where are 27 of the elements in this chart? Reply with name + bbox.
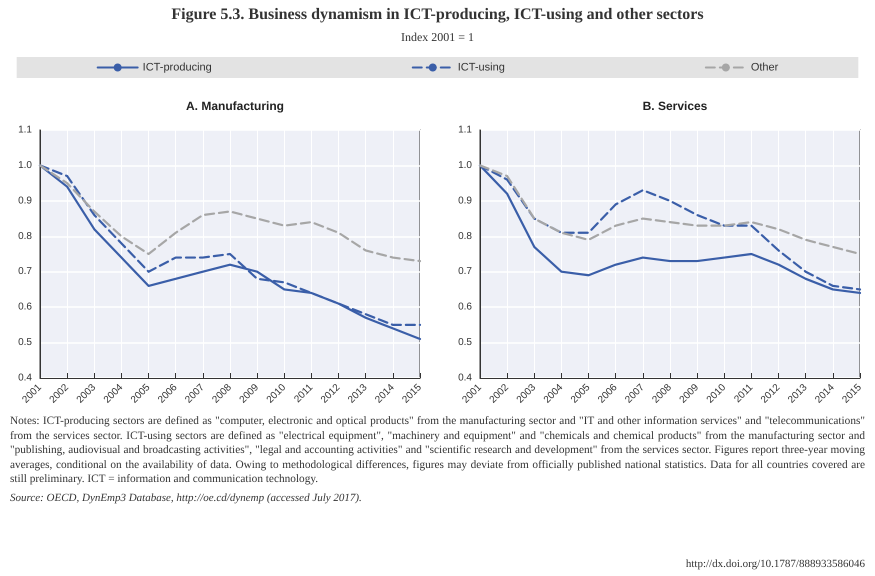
y-tick-label: 0.8 <box>18 230 32 242</box>
y-tick-label: 0.4 <box>18 372 32 384</box>
y-tick-label: 0.9 <box>18 195 32 206</box>
y-tick-label: 1.1 <box>18 124 32 136</box>
source-note: Source: OECD, DynEmp3 Database, http://oe.cd/dynemp (accessed July 2017). <box>10 492 362 504</box>
chart-title: B. Services <box>642 99 708 113</box>
chart-title: A. Manufacturing <box>186 99 284 113</box>
legend-label: ICT-producing <box>142 62 212 74</box>
text: Notes: ICT-producing sectors are defined as "computer, electronic and optical products" from the manufacturing sector and "IT and other information services" and "telecommunications" from the services sector. ICT-using sectors are defined as "electrical equipment", "machinery and equipment" and "chemicals and chemical products" from the manufacturing sector and "publishing, audiovisual and broadcasting activities", "legal and accounting activities" and "scientific research and development" from the services sector. Figures report three-year moving averages, conditional on the availability of data. Owing to methodological differences, figures may deviate from officially published national statistics. Data for all countries covered are still preliminary. ICT = information and communication technology. <box>10 414 865 487</box>
y-tick-label: 0.9 <box>458 195 472 206</box>
y-tick-label: 0.4 <box>458 372 472 384</box>
y-tick-label: 0.5 <box>18 337 32 348</box>
y-tick-label: 0.7 <box>18 266 32 278</box>
text: Index 2001 = 1 <box>400 30 476 45</box>
y-tick-label: 1.0 <box>458 160 472 171</box>
line-series <box>38 164 422 262</box>
y-tick-label: 1.1 <box>458 124 472 136</box>
y-tick-label: 0.5 <box>458 337 472 348</box>
y-tick-label: 0.7 <box>458 266 472 278</box>
y-tick-label: 0.6 <box>458 302 472 313</box>
y-tick-label: 1.0 <box>18 160 32 171</box>
caption: Figure 5.3. Business dynamism in ICT-producing, ICT-using and other sectors <box>170 6 705 24</box>
y-tick-label: 0.6 <box>18 302 32 313</box>
text: http://dx.doi.org/10.1787/888933586046 <box>686 558 865 570</box>
y-tick-label: 0.8 <box>458 230 472 242</box>
legend-label: ICT-using <box>458 62 505 74</box>
legend-label: Other <box>750 62 779 74</box>
